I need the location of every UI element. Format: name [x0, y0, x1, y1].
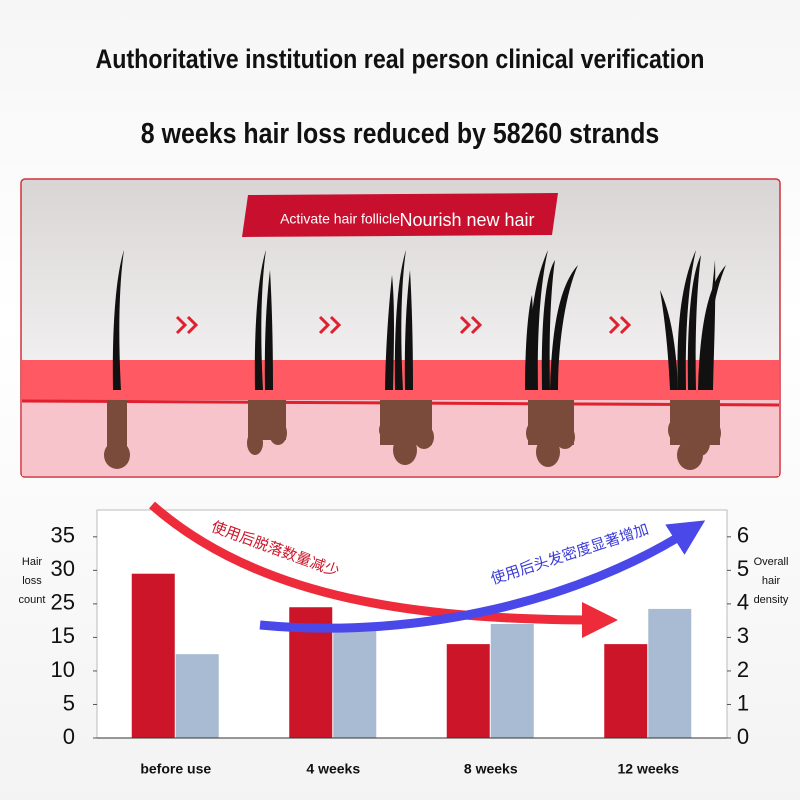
- label-word: hair: [762, 575, 781, 587]
- banner-right: Nourish new hair: [399, 210, 534, 230]
- y2-tick-label: 2: [737, 657, 749, 682]
- illustration: Activate hair follicle Nourish new hair: [20, 178, 781, 478]
- x-tick-label: 12 weeks: [618, 761, 680, 777]
- step-arrows: [175, 315, 632, 335]
- label-word: count: [19, 594, 46, 606]
- bar: [490, 624, 534, 738]
- follicles: [104, 400, 721, 470]
- bar: [446, 644, 490, 738]
- bar: [333, 627, 377, 738]
- y-tick-label: 10: [51, 657, 75, 682]
- y2-tick-label: 1: [737, 690, 749, 715]
- subtitle: 8 weeks hair loss reduced by 58260 stran…: [140, 118, 660, 150]
- title: Authoritative institution real person cl…: [95, 44, 705, 74]
- label-word: Overall: [754, 556, 789, 568]
- y-tick-label: 25: [51, 590, 75, 615]
- growth-arrow: [259, 520, 706, 633]
- y-axis-label: Hair loss count: [19, 556, 46, 606]
- bar: [604, 644, 648, 738]
- banner-left: Activate hair follicle: [280, 211, 400, 227]
- y-tick-label: 15: [51, 623, 75, 648]
- y-tick-label: 30: [51, 556, 75, 581]
- y-tick-label: 35: [51, 523, 75, 548]
- decline-arrow: [149, 501, 618, 638]
- y2-axis-label: Overall hair density: [754, 556, 789, 606]
- hairs: [112, 250, 726, 390]
- y2-tick-label: 6: [737, 523, 749, 548]
- x-tick-label: before use: [140, 761, 211, 777]
- y-tick-label: 0: [63, 724, 75, 749]
- x-tick-label: 8 weeks: [464, 761, 518, 777]
- banner: [242, 193, 558, 237]
- x-tick-label: 4 weeks: [306, 761, 360, 777]
- chart: 0 5 10 15 25 30 35 0 1 2 3 4 5 6 Hair loss count Overall h…: [19, 501, 789, 777]
- label-word: loss: [22, 575, 42, 587]
- y2-tick-label: 5: [737, 556, 749, 581]
- label-word: Hair: [22, 556, 43, 568]
- y2-tick-label: 0: [737, 724, 749, 749]
- bar: [648, 608, 692, 738]
- y2-tick-label: 3: [737, 623, 749, 648]
- y2-tick-label: 4: [737, 590, 749, 615]
- bar: [175, 654, 219, 738]
- y-tick-label: 5: [63, 690, 75, 715]
- bar: [131, 573, 175, 738]
- label-word: density: [754, 594, 789, 606]
